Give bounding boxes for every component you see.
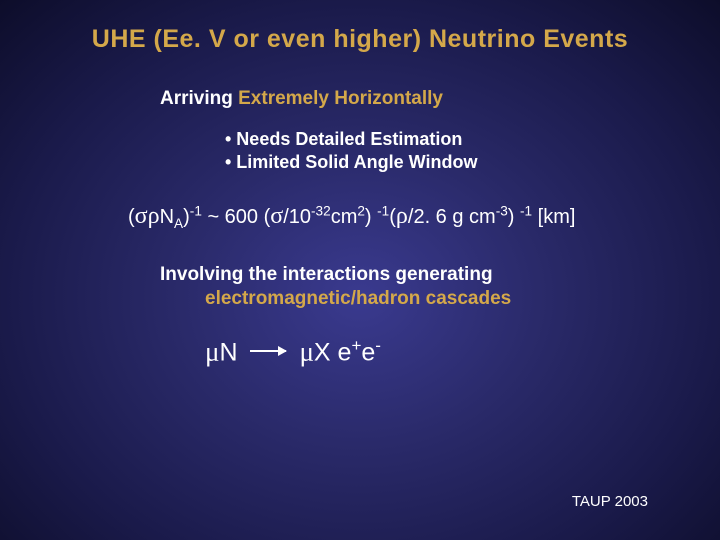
rho-symbol: ρ xyxy=(396,203,408,229)
formula-text: cm xyxy=(331,206,358,228)
bullet-item: • Limited Solid Angle Window xyxy=(225,151,720,174)
subtitle-arriving: Arriving Extremely Horizontally xyxy=(160,88,720,110)
formula-text: e xyxy=(361,338,375,366)
formula-sup: 2 xyxy=(357,203,365,218)
sigma-symbol: σ xyxy=(270,203,283,229)
subtitle2-line2: electromagnetic/hadron cascades xyxy=(205,287,720,312)
formula-sup: -3 xyxy=(496,203,508,218)
formula-reaction: μN μX e+e- xyxy=(205,336,720,367)
formula-mean-free-path: (σρNA)-1 ~ 600 (σ/10-32cm2) -1(ρ/2. 6 g … xyxy=(128,203,720,231)
subtitle-gold: Extremely Horizontally xyxy=(238,88,443,109)
formula-text: N xyxy=(160,206,174,228)
formula-text: ) xyxy=(183,206,190,228)
subtitle2-line1: Involving the interactions generating xyxy=(160,264,493,285)
formula-sup: -32 xyxy=(311,203,331,218)
formula-text: ( xyxy=(128,206,135,228)
footer-text: TAUP 2003 xyxy=(572,493,648,510)
formula-sup: -1 xyxy=(520,203,532,218)
subtitle-prefix: Arriving xyxy=(160,88,238,109)
slide-title: UHE (Ee. V or even higher) Neutrino Even… xyxy=(0,0,720,54)
formula-sup: - xyxy=(375,336,381,355)
formula-sub: A xyxy=(174,216,183,231)
subtitle-interactions: Involving the interactions generating el… xyxy=(160,263,720,312)
formula-sup: -1 xyxy=(190,203,202,218)
sigma-rho-symbol: σρ xyxy=(135,203,160,229)
mu-symbol: μ xyxy=(205,336,219,366)
formula-text: [km] xyxy=(532,206,575,228)
bullet-item: • Needs Detailed Estimation xyxy=(225,128,720,151)
formula-text: X e xyxy=(314,338,352,366)
formula-text: ( xyxy=(389,206,396,228)
formula-text: ~ 600 ( xyxy=(202,206,270,228)
formula-text: ) xyxy=(508,206,520,228)
bullet-list: • Needs Detailed Estimation • Limited So… xyxy=(225,128,720,175)
formula-sup: -1 xyxy=(377,203,389,218)
arrow-icon xyxy=(250,350,286,352)
mu-symbol: μ xyxy=(299,336,313,366)
formula-text: ) xyxy=(365,206,377,228)
formula-text: N xyxy=(219,338,244,366)
formula-text: /2. 6 g cm xyxy=(408,206,496,228)
formula-text: /10 xyxy=(283,206,311,228)
formula-sup: + xyxy=(351,336,361,355)
